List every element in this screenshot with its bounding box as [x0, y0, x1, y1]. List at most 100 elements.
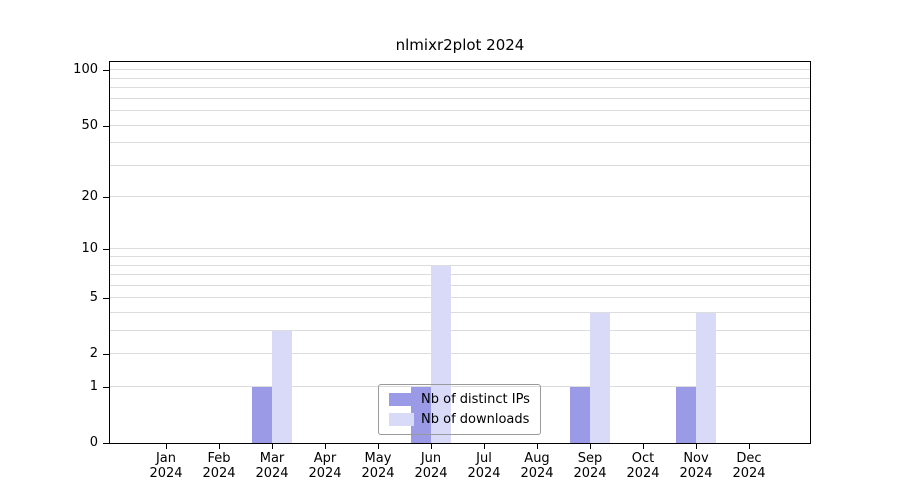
x-axis-tick-mark: [166, 444, 167, 449]
y-axis-tick-mark: [103, 197, 109, 199]
y-axis-tick-label: 1: [89, 379, 98, 395]
x-tick-year: 2024: [149, 466, 183, 481]
x-axis-tick-mark: [749, 444, 750, 449]
gridline: [110, 87, 810, 89]
x-tick-month: Jan: [155, 451, 177, 466]
y-axis-tick-mark: [103, 354, 109, 356]
y-axis-tick-label: 100: [73, 62, 98, 78]
y-axis-tick-mark: [103, 387, 109, 389]
legend-item: Nb of downloads: [389, 412, 530, 427]
x-axis-tick-label: May 2024: [346, 451, 410, 481]
x-axis-tick-label: Dec 2024: [717, 451, 781, 481]
x-axis-tick-label: Jul 2024: [452, 451, 516, 481]
x-tick-month: Sep: [577, 451, 603, 466]
x-axis-tick-mark: [484, 444, 485, 449]
y-axis-tick-mark: [103, 443, 109, 444]
gridline: [110, 353, 810, 355]
x-tick-year: 2024: [520, 466, 554, 481]
x-axis-tick-label: Jun 2024: [399, 451, 463, 481]
x-axis-tick-label: Aug 2024: [505, 451, 569, 481]
y-axis-tick-label: 20: [81, 189, 98, 205]
x-axis-tick-mark: [537, 444, 538, 449]
x-tick-month: Nov: [683, 451, 709, 466]
x-axis-tick-label: Mar 2024: [240, 451, 304, 481]
x-tick-year: 2024: [573, 466, 607, 481]
x-tick-month: Dec: [736, 451, 762, 466]
gridline: [110, 330, 810, 332]
x-axis-tick-label: Oct 2024: [611, 451, 675, 481]
x-axis-tick-mark: [378, 444, 379, 449]
x-tick-month: Jun: [420, 451, 442, 466]
x-axis-tick-label: Sep 2024: [558, 451, 622, 481]
x-tick-month: Apr: [313, 451, 337, 466]
plot-area: [109, 61, 811, 444]
x-tick-month: May: [364, 451, 392, 466]
x-axis-tick-mark: [219, 444, 220, 449]
y-axis-tick-label: 5: [89, 290, 98, 306]
y-axis-tick-label: 50: [81, 117, 98, 133]
y-axis-tick-mark: [103, 70, 109, 72]
gridline: [110, 297, 810, 299]
x-tick-year: 2024: [202, 466, 236, 481]
gridline: [110, 248, 810, 250]
x-axis-tick-mark: [272, 444, 273, 449]
x-axis-tick-mark: [643, 444, 644, 449]
x-axis-tick-label: Jan 2024: [134, 451, 198, 481]
x-tick-month: Aug: [524, 451, 550, 466]
x-tick-year: 2024: [732, 466, 766, 481]
gridline: [110, 312, 810, 314]
y-axis-tick-mark: [103, 249, 109, 251]
x-tick-month: Jul: [476, 451, 492, 466]
bar-distinct-ips: [411, 387, 431, 443]
gridline: [110, 196, 810, 198]
x-tick-year: 2024: [626, 466, 660, 481]
gridline: [110, 77, 810, 79]
gridline: [110, 386, 810, 388]
gridline: [110, 274, 810, 276]
y-axis-tick-label: 10: [81, 241, 98, 257]
gridline: [110, 264, 810, 266]
x-tick-year: 2024: [679, 466, 713, 481]
x-tick-year: 2024: [308, 466, 342, 481]
x-axis-tick-mark: [696, 444, 697, 449]
x-axis-tick-label: Apr 2024: [293, 451, 357, 481]
legend-item: Nb of distinct IPs: [389, 392, 530, 407]
x-axis-tick-label: Nov 2024: [664, 451, 728, 481]
x-axis-tick-label: Feb 2024: [187, 451, 251, 481]
gridline: [110, 69, 810, 71]
x-tick-month: Feb: [207, 451, 231, 466]
bar-downloads: [590, 313, 610, 443]
gridline: [110, 284, 810, 286]
legend-item-label: Nb of distinct IPs: [421, 392, 530, 407]
gridline: [110, 164, 810, 166]
x-tick-year: 2024: [467, 466, 501, 481]
gridline: [110, 124, 810, 126]
bar-distinct-ips: [252, 387, 272, 443]
x-tick-year: 2024: [255, 466, 289, 481]
x-axis-tick-mark: [431, 444, 432, 449]
x-tick-year: 2024: [414, 466, 448, 481]
bar-downloads: [431, 265, 451, 443]
legend: Nb of distinct IPs Nb of downloads: [378, 384, 541, 435]
gridline: [110, 142, 810, 144]
x-axis-tick-mark: [590, 444, 591, 449]
legend-color-swatch: [389, 393, 414, 406]
legend-item-label: Nb of downloads: [421, 412, 530, 427]
x-tick-month: Mar: [259, 451, 285, 466]
bar-downloads: [272, 331, 292, 443]
x-tick-year: 2024: [361, 466, 395, 481]
bar-distinct-ips: [676, 387, 696, 443]
gridline: [110, 97, 810, 99]
legend-color-swatch: [389, 413, 414, 426]
bar-downloads: [696, 313, 716, 443]
gridline: [110, 110, 810, 112]
bar-distinct-ips: [570, 387, 590, 443]
gridline: [110, 256, 810, 258]
x-axis-tick-mark: [325, 444, 326, 449]
x-tick-month: Oct: [631, 451, 655, 466]
y-axis-tick-label: 0: [89, 435, 98, 450]
y-axis-tick-label: 2: [89, 346, 98, 362]
y-axis-tick-mark: [103, 125, 109, 127]
y-axis-tick-mark: [103, 298, 109, 300]
